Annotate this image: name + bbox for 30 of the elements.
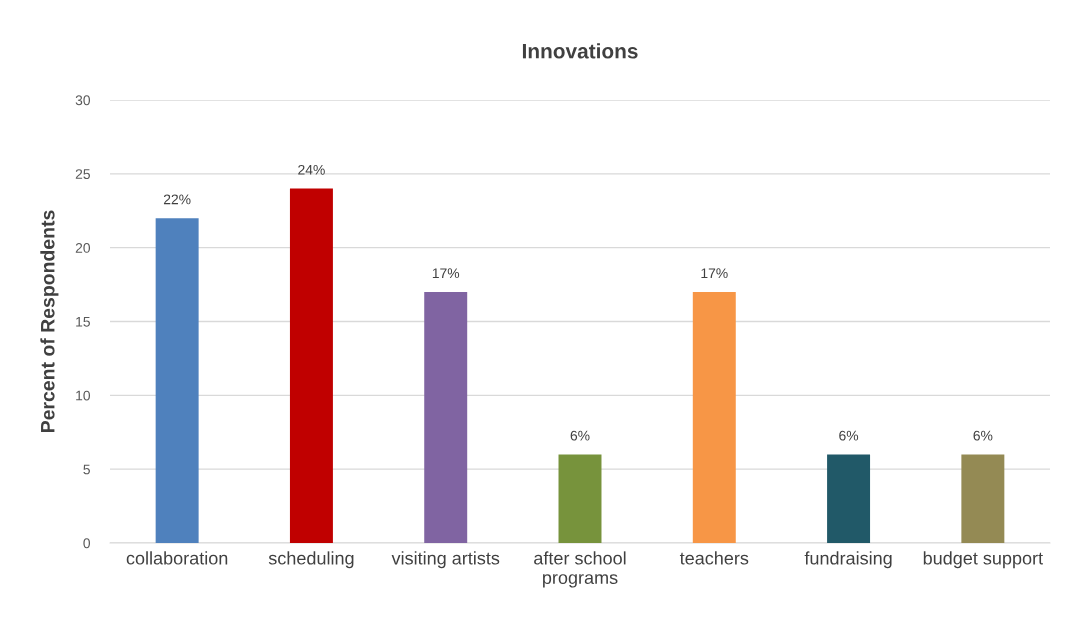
data-label: 6%: [839, 430, 859, 441]
x-tick-label: collaboration: [126, 551, 228, 565]
x-tick-label: teachers: [679, 551, 749, 565]
x-tick-label: after school programs: [534, 551, 626, 588]
y-tick-label: 20: [75, 243, 91, 253]
x-tick-label: fundraising: [804, 551, 892, 569]
chart-title: Innovations: [522, 43, 638, 59]
y-tick-label: 0: [83, 538, 91, 549]
y-tick-label: 15: [76, 316, 90, 327]
bar: [827, 454, 871, 543]
bar: [692, 291, 736, 543]
y-tick-label: 30: [75, 95, 91, 106]
y-tick-label: 5: [83, 464, 90, 475]
bar: [155, 218, 199, 543]
x-tick-label: budget support: [923, 551, 1043, 569]
y-axis-title: Percent of Respondents: [40, 210, 59, 433]
data-label: 24%: [298, 164, 325, 175]
bar: [289, 188, 333, 543]
data-label: 22%: [163, 194, 191, 205]
bar: [424, 291, 468, 543]
y-tick-label: 25: [75, 169, 90, 179]
bar: [961, 454, 1005, 543]
data-label: 6%: [570, 430, 590, 441]
x-tick-label: scheduling: [268, 551, 354, 569]
x-tick-label: visiting artists: [391, 551, 500, 569]
bar: [558, 454, 602, 543]
data-label: 6%: [973, 430, 993, 441]
data-label: 17%: [432, 268, 460, 279]
data-label: 17%: [701, 268, 728, 279]
y-tick-label: 10: [76, 390, 91, 401]
